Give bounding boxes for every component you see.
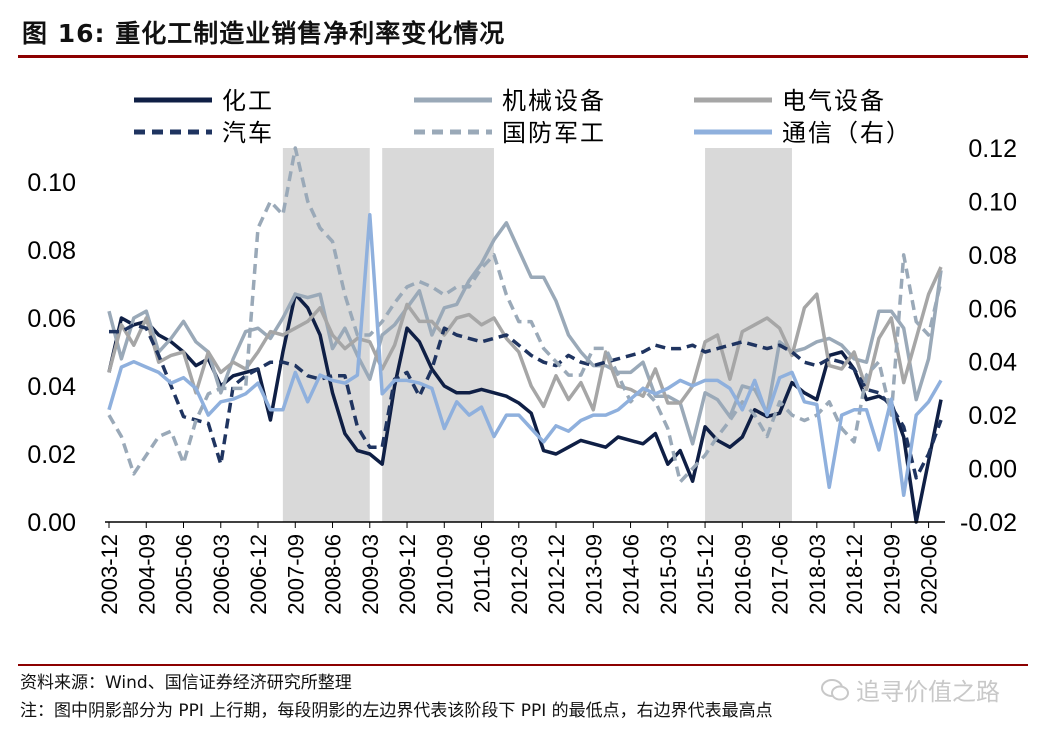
source-note: 资料来源：Wind、国信证券经济研究所整理 xyxy=(20,673,352,693)
x-tick-label: 2006-03 xyxy=(209,534,234,615)
x-tick-label: 2008-06 xyxy=(321,534,346,615)
left-tick-label: 0.00 xyxy=(27,509,76,537)
legend-label-5: 通信（右） xyxy=(782,120,912,147)
x-tick-label: 2017-06 xyxy=(768,534,793,615)
series-line-5 xyxy=(107,213,943,498)
right-tick-label: 0.04 xyxy=(968,349,1017,377)
left-tick-label: 0.10 xyxy=(27,169,76,197)
x-tick-label: 2016-09 xyxy=(730,534,755,615)
right-tick-label: 0.02 xyxy=(968,402,1017,430)
right-tick-label: 0.06 xyxy=(968,295,1017,323)
x-tick-label: 2010-09 xyxy=(432,534,457,615)
legend-label-4: 国防军工 xyxy=(502,120,606,147)
x-tick-label: 2019-09 xyxy=(879,534,904,615)
shaded-period-1 xyxy=(382,148,494,522)
x-tick-label: 2011-06 xyxy=(470,534,495,613)
series-lines xyxy=(107,146,943,524)
x-tick-label: 2020-06 xyxy=(917,534,942,615)
series-line-4 xyxy=(107,146,943,484)
title-bar: 图 16: 重化工制造业销售净利率变化情况 xyxy=(0,0,1046,60)
x-tick-label: 2015-03 xyxy=(656,534,681,615)
watermark: 追寻价值之路 xyxy=(820,672,1000,707)
legend-label-1: 机械设备 xyxy=(502,88,606,115)
right-tick-label: 0.00 xyxy=(968,456,1017,484)
footnote: 注：图中阴影部分为 PPI 上行期，每段阴影的左边界代表该阶段下 PPI 的最低… xyxy=(20,701,773,721)
x-tick-label: 2014-06 xyxy=(619,534,644,615)
x-tick-label: 2012-03 xyxy=(507,534,532,615)
series-line-3 xyxy=(109,323,943,480)
x-tick-label: 2012-12 xyxy=(544,534,569,615)
shaded-period-2 xyxy=(705,148,792,522)
x-tick-label: 2013-09 xyxy=(581,534,606,615)
series-line-0 xyxy=(107,292,943,524)
x-tick-label: 2005-06 xyxy=(172,534,197,615)
right-tick-label: -0.02 xyxy=(960,509,1017,537)
watermark-text: 追寻价值之路 xyxy=(856,678,1000,706)
x-axis: 2003-12 2004-09 2005-06 2006-03 2006-12 2007-… xyxy=(97,521,945,615)
page-title: 图 16: 重化工制造业销售净利率变化情况 xyxy=(22,19,506,48)
legend-label-3: 汽车 xyxy=(222,120,274,147)
x-tick-label: 2009-12 xyxy=(395,534,420,615)
x-tick-label: 2003-12 xyxy=(97,534,122,615)
left-tick-label: 0.02 xyxy=(27,441,76,469)
footer-divider xyxy=(18,664,1028,666)
x-tick-label: 2009-03 xyxy=(358,534,383,615)
wechat-icon xyxy=(821,678,849,700)
legend-label-2: 电气设备 xyxy=(782,88,886,115)
legend-label-0: 化工 xyxy=(222,88,274,115)
x-tick-label: 2006-12 xyxy=(246,534,271,615)
x-tick-label: 2018-12 xyxy=(842,534,867,615)
x-tick-label: 2004-09 xyxy=(134,534,159,615)
line-chart: 0.000.020.040.060.080.10 -0.020.000.020.… xyxy=(27,88,1017,615)
title-divider xyxy=(18,55,1028,58)
right-axis-ticks: -0.02 0.00 0.02 0.04 0.06 0.08 0.10 0.12 xyxy=(960,135,1017,537)
x-tick-label: 2018-03 xyxy=(805,534,830,615)
shaded-periods xyxy=(282,148,792,522)
x-tick-label: 2007-09 xyxy=(283,534,308,615)
right-tick-label: 0.08 xyxy=(968,242,1017,270)
left-tick-label: 0.06 xyxy=(27,305,76,333)
right-tick-label: 0.12 xyxy=(968,135,1017,163)
left-tick-label: 0.08 xyxy=(27,237,76,265)
x-tick-label: 2015-12 xyxy=(693,534,718,615)
right-tick-label: 0.10 xyxy=(968,188,1017,216)
left-axis-ticks: 0.00 0.02 0.04 0.06 0.08 0.10 xyxy=(27,169,76,537)
shaded-period-0 xyxy=(282,148,370,522)
left-tick-label: 0.04 xyxy=(27,373,76,401)
series-line-1 xyxy=(107,221,943,446)
